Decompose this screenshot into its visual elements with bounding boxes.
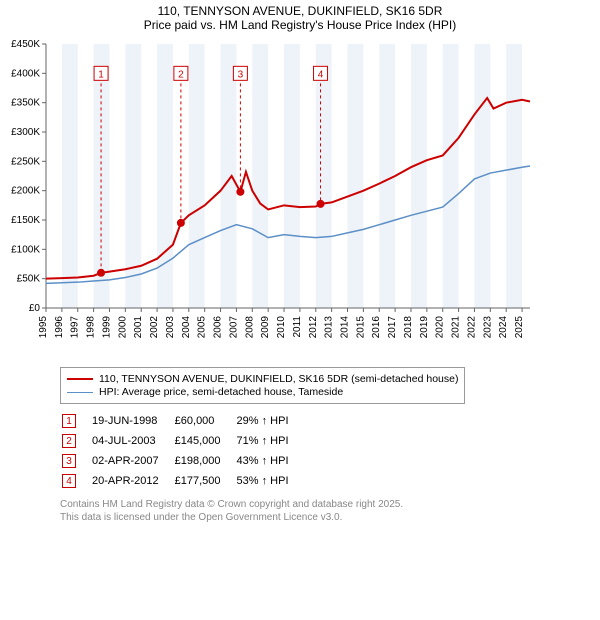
svg-text:2025: 2025 — [514, 316, 525, 339]
svg-text:£150K: £150K — [11, 215, 40, 226]
legend-swatch — [67, 378, 93, 380]
table-row: 3 02-APR-2007£198,00043% ↑ HPI — [62, 452, 303, 470]
svg-text:2009: 2009 — [260, 316, 271, 339]
sale-delta: 53% ↑ HPI — [237, 472, 303, 490]
svg-text:2007: 2007 — [228, 316, 239, 339]
line-chart: £0 £50K £100K £150K £200K £250K £300K £350K £400… — [0, 38, 540, 358]
sale-delta: 43% ↑ HPI — [237, 452, 303, 470]
svg-text:2017: 2017 — [387, 316, 398, 339]
svg-text:2015: 2015 — [355, 316, 366, 339]
legend-swatch — [67, 392, 93, 393]
svg-text:2013: 2013 — [324, 316, 335, 339]
sale-marker: 1 — [62, 414, 76, 428]
svg-text:1995: 1995 — [38, 316, 49, 339]
svg-text:1998: 1998 — [86, 316, 97, 339]
svg-text:2003: 2003 — [165, 316, 176, 339]
svg-text:2000: 2000 — [117, 316, 128, 339]
svg-text:2001: 2001 — [133, 316, 144, 339]
sale-date: 02-APR-2007 — [92, 452, 173, 470]
legend: 110, TENNYSON AVENUE, DUKINFIELD, SK16 5… — [60, 367, 465, 404]
legend-item: HPI: Average price, semi-detached house,… — [67, 386, 458, 398]
svg-text:2010: 2010 — [276, 316, 287, 339]
svg-text:2008: 2008 — [244, 316, 255, 339]
svg-text:2022: 2022 — [466, 316, 477, 339]
legend-label: HPI: Average price, semi-detached house,… — [99, 386, 343, 398]
svg-text:4: 4 — [318, 69, 324, 80]
svg-text:2006: 2006 — [213, 316, 224, 339]
svg-text:£50K: £50K — [17, 274, 41, 285]
sale-price: £145,000 — [175, 432, 235, 450]
sale-date: 20-APR-2012 — [92, 472, 173, 490]
sale-delta: 71% ↑ HPI — [237, 432, 303, 450]
svg-text:2002: 2002 — [149, 316, 160, 339]
svg-text:1996: 1996 — [54, 316, 65, 339]
sales-table: 1 19-JUN-1998£60,00029% ↑ HPI 2 04-JUL-2003… — [60, 410, 305, 492]
sale-delta: 29% ↑ HPI — [237, 412, 303, 430]
chart-subtitle: Price paid vs. HM Land Registry's House … — [0, 18, 600, 38]
svg-text:£400K: £400K — [11, 68, 40, 79]
svg-text:1999: 1999 — [101, 316, 112, 339]
svg-text:2024: 2024 — [498, 316, 509, 339]
sale-date: 19-JUN-1998 — [92, 412, 173, 430]
svg-text:2005: 2005 — [197, 316, 208, 339]
chart-title: 110, TENNYSON AVENUE, DUKINFIELD, SK16 5… — [0, 0, 600, 18]
sale-date: 04-JUL-2003 — [92, 432, 173, 450]
footer-line-1: Contains HM Land Registry data © Crown c… — [60, 498, 570, 511]
svg-text:3: 3 — [238, 69, 244, 80]
svg-text:2021: 2021 — [451, 316, 462, 339]
footer-attribution: Contains HM Land Registry data © Crown c… — [60, 498, 570, 524]
legend-label: 110, TENNYSON AVENUE, DUKINFIELD, SK16 5… — [99, 373, 458, 385]
svg-text:1997: 1997 — [70, 316, 81, 339]
svg-text:£200K: £200K — [11, 186, 40, 197]
table-row: 2 04-JUL-2003£145,00071% ↑ HPI — [62, 432, 303, 450]
legend-item: 110, TENNYSON AVENUE, DUKINFIELD, SK16 5… — [67, 373, 458, 385]
svg-text:2: 2 — [178, 69, 184, 80]
svg-text:£350K: £350K — [11, 98, 40, 109]
svg-text:£250K: £250K — [11, 156, 40, 167]
svg-text:2020: 2020 — [435, 316, 446, 339]
svg-text:2018: 2018 — [403, 316, 414, 339]
svg-text:2016: 2016 — [371, 316, 382, 339]
sale-price: £60,000 — [175, 412, 235, 430]
footer-line-2: This data is licensed under the Open Gov… — [60, 511, 570, 524]
chart-area: £0 £50K £100K £150K £200K £250K £300K £350K £400… — [0, 38, 600, 361]
sale-marker: 4 — [62, 474, 76, 488]
sale-price: £198,000 — [175, 452, 235, 470]
svg-text:£300K: £300K — [11, 127, 40, 138]
sale-marker: 3 — [62, 454, 76, 468]
svg-text:2012: 2012 — [308, 316, 319, 339]
svg-text:2014: 2014 — [340, 316, 351, 339]
svg-text:2019: 2019 — [419, 316, 430, 339]
svg-text:2004: 2004 — [181, 316, 192, 339]
svg-text:2023: 2023 — [482, 316, 493, 339]
svg-text:£100K: £100K — [11, 244, 40, 255]
sale-marker: 2 — [62, 434, 76, 448]
svg-text:2011: 2011 — [292, 316, 303, 338]
sale-price: £177,500 — [175, 472, 235, 490]
svg-text:1: 1 — [98, 69, 104, 80]
table-row: 1 19-JUN-1998£60,00029% ↑ HPI — [62, 412, 303, 430]
svg-text:£450K: £450K — [11, 39, 40, 50]
svg-text:£0: £0 — [29, 303, 41, 314]
table-row: 4 20-APR-2012£177,50053% ↑ HPI — [62, 472, 303, 490]
